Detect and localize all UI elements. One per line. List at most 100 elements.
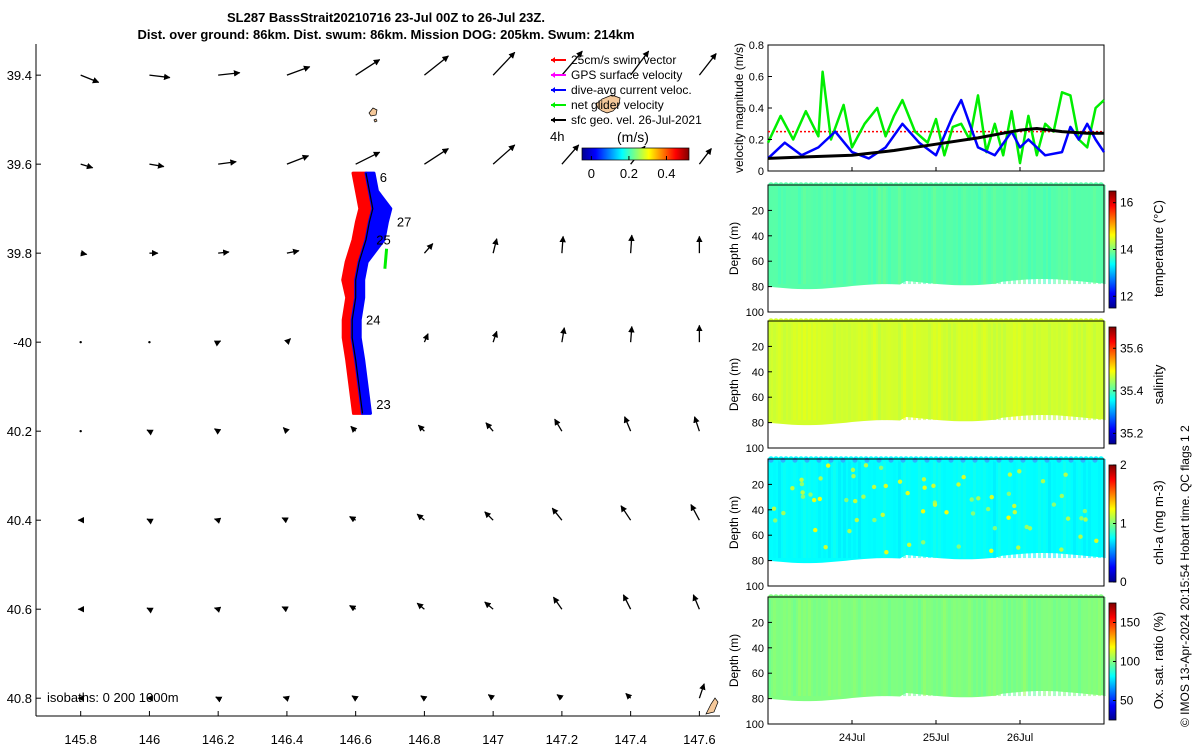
chlorophyll-sample-dot [1059, 493, 1065, 499]
section-profile-stripe [1018, 459, 1021, 559]
depth-tick-label: 20 [752, 205, 764, 217]
velocity-y-tick-label: 0 [758, 166, 764, 178]
section-profile-stripe [908, 459, 911, 559]
section-profile-stripe [803, 185, 806, 285]
chlorophyll-sample-dot [905, 490, 910, 496]
section-profile-stripe [858, 459, 861, 559]
section-profile-stripe [813, 185, 816, 285]
section-profile-stripe [1068, 321, 1071, 421]
section-profile-stripe [823, 185, 826, 285]
chlorophyll-sample-dot [989, 548, 994, 553]
geo-velocity-arrow [281, 517, 289, 524]
section-profile-stripe [778, 185, 781, 285]
section-profile-stripe [923, 185, 926, 285]
section-profile-stripe [838, 321, 841, 421]
time-tick-label: 26Jul [1007, 732, 1033, 744]
section-profile-stripe [928, 185, 931, 285]
geo-velocity-arrow [218, 159, 237, 166]
section-profile-stripe [843, 597, 846, 697]
section-profile-stripe [818, 321, 821, 421]
section-profile-stripe [1003, 459, 1006, 559]
section-profile-stripe [988, 597, 991, 697]
colorbar-tick-label: 0 [1120, 575, 1127, 589]
section-profile-stripe [913, 597, 916, 697]
section-profile-stripe [1088, 597, 1091, 697]
section-profile-stripe [923, 459, 926, 559]
map-x-tick-label: 147.2 [546, 732, 579, 747]
legend-label: GPS surface velocity [571, 68, 682, 82]
section-profile-stripe [1013, 185, 1016, 285]
depth-tick-label: 40 [752, 505, 764, 517]
section-profile-stripe [783, 597, 786, 697]
chlorophyll-sample-dot [800, 494, 806, 499]
map-x-tick-label: 147 [482, 732, 504, 747]
section-profile-stripe [893, 185, 896, 285]
section-profile-stripe [993, 459, 996, 559]
velocity-y-tick-label: 0.6 [749, 72, 764, 84]
chlorophyll-sample-dot [961, 474, 966, 480]
colorbar-tick-label: 14 [1120, 243, 1134, 257]
chlorophyll-sample-dot [1012, 503, 1017, 509]
section-panel-chlorophyll: 20 40 60 80 100 Depth (m) 0 1 2 chl-a (mg m-3) [727, 456, 1166, 593]
section-profile-stripe [778, 597, 781, 697]
section-profile-stripe [858, 185, 861, 285]
chlorophyll-sample-dot [799, 481, 805, 487]
geo-velocity-arrow [556, 694, 564, 701]
section-profile-stripe [1063, 597, 1066, 697]
section-profile-stripe [1083, 185, 1086, 285]
section-profile-stripe [1048, 459, 1051, 559]
section-profile-stripe [783, 459, 786, 559]
geo-velocity-arrow [80, 74, 100, 84]
section-profile-stripe [918, 597, 921, 697]
section-profile-stripe [1048, 185, 1051, 285]
section-profile-stripe [773, 185, 776, 285]
section-profile-stripe [948, 321, 951, 421]
section-profile-stripe [918, 185, 921, 285]
net-velocity-mark [383, 248, 389, 269]
section-plot-frame [767, 458, 1105, 587]
geo-velocity-dot [79, 429, 82, 433]
chlorophyll-sample-dot [956, 482, 961, 487]
map-x-tick-label: 146.4 [271, 732, 304, 747]
section-profile-stripe [1033, 459, 1036, 559]
chlorophyll-sample-dot [920, 509, 926, 514]
section-profile-stripe [898, 597, 901, 697]
section-profile-stripe [818, 597, 821, 697]
chlorophyll-sample-dot [922, 485, 927, 490]
geo-velocity-arrow [484, 601, 494, 610]
section-profile-stripe [1008, 321, 1011, 421]
section-profile-stripe [948, 185, 951, 285]
section-profile-stripe [938, 185, 941, 285]
section-profile-stripe [908, 597, 911, 697]
colorbar-label: chl-a (mg m-3) [1151, 480, 1166, 565]
legend-label: dive-avg current veloc. [571, 83, 692, 97]
section-profile-stripe [798, 459, 801, 559]
section-profile-stripe [1013, 459, 1016, 559]
geo-velocity-arrow [422, 333, 429, 343]
section-profile-stripe [838, 459, 841, 559]
section-profile-stripe [1088, 459, 1091, 559]
geo-velocity-arrow [630, 50, 650, 76]
section-profile-stripe [913, 321, 916, 421]
geo-velocity-arrow [559, 235, 566, 254]
depth-tick-label: 80 [752, 556, 764, 568]
depth-tick-label: 80 [752, 418, 764, 430]
section-profile-stripe [1043, 185, 1046, 285]
section-profile-stripe [998, 321, 1001, 421]
section-profile-stripe [973, 185, 976, 285]
legend-arrowhead [551, 57, 555, 63]
geo-velocity-arrow [282, 695, 290, 702]
section-profile-stripe [983, 459, 986, 559]
depth-axis-label: Depth (m) [727, 358, 741, 411]
chlorophyll-sample-dot [771, 506, 777, 511]
day-labels: 23 24 25 27 6 [366, 170, 411, 412]
geo-velocity-arrow [284, 338, 291, 346]
geo-velocity-arrow [492, 51, 516, 76]
day-label: 24 [366, 312, 380, 327]
section-profile-stripe [913, 185, 916, 285]
section-profile-stripe [1093, 321, 1096, 421]
section-profile-stripe [1073, 597, 1076, 697]
